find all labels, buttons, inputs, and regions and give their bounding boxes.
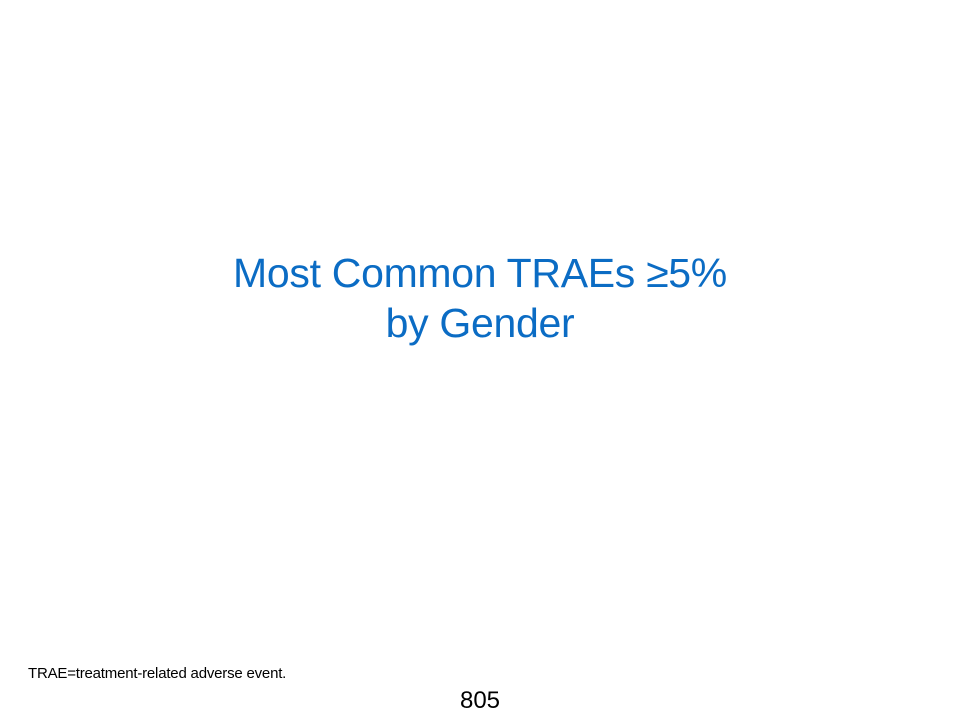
slide-title-line-1: Most Common TRAEs ≥5% — [233, 250, 727, 296]
page-number: 805 — [459, 687, 501, 714]
footnote: TRAE=treatment-related adverse event. — [28, 665, 287, 682]
slide-title-line-2: by Gender — [385, 300, 575, 346]
slide-title: Most Common TRAEs ≥5% by Gender — [0, 248, 960, 348]
